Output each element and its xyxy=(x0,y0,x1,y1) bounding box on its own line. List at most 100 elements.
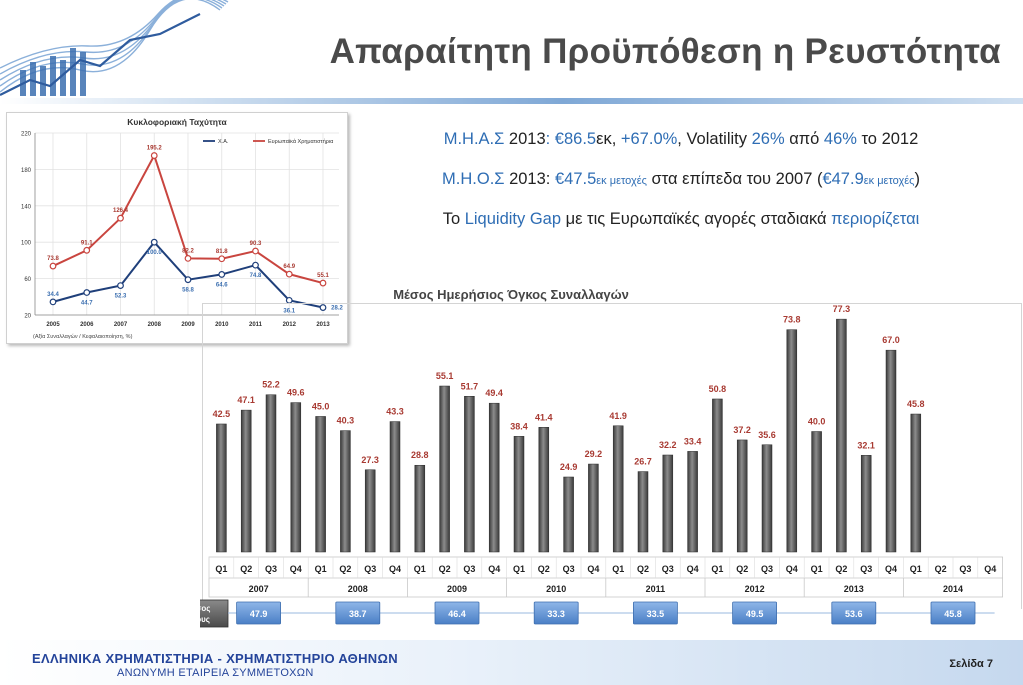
bar xyxy=(464,396,475,553)
year-label: 2011 xyxy=(646,584,666,594)
quarter-label: Q4 xyxy=(587,564,599,574)
data-label: 64.6 xyxy=(216,282,228,288)
data-point xyxy=(319,279,327,287)
yearly-avg-value: 49.5 xyxy=(746,609,764,619)
data-label: 52.3 xyxy=(115,294,127,300)
bar-value-label: 55.1 xyxy=(436,371,454,381)
x-tick-label: 2013 xyxy=(316,322,330,328)
bullet-text-segment: 26% xyxy=(751,130,785,148)
data-point xyxy=(319,304,327,311)
quarter-label: Q4 xyxy=(786,564,798,574)
bullet-text-segment: το 2012 xyxy=(856,130,919,148)
data-label: 81.8 xyxy=(216,249,228,255)
y-tick-label: 60 xyxy=(24,277,31,283)
bar xyxy=(662,454,674,553)
velocity-chart: Κυκλοφοριακή Ταχύτητα 20 60 100 140 180 220 200… xyxy=(21,117,344,340)
yearly-avg-value: 53.6 xyxy=(845,609,863,619)
bullet-text-segment: ) xyxy=(914,170,920,188)
data-label: 64.9 xyxy=(283,264,295,270)
bar xyxy=(860,455,872,553)
data-point xyxy=(117,214,124,222)
bullet-text-segment: Liquidity Gap xyxy=(464,210,562,228)
bar-value-label: 52.2 xyxy=(262,380,280,390)
bar-value-label: 49.6 xyxy=(287,388,305,398)
bullet-text-segment: Το xyxy=(442,210,465,228)
bullet-text-segment: 2013: xyxy=(504,170,555,188)
avg-row-label: Μέσος xyxy=(200,604,210,613)
bar xyxy=(340,430,351,553)
bar xyxy=(637,471,649,553)
bullet-text-segment: 2013 xyxy=(504,130,546,148)
year-label: 2007 xyxy=(249,584,269,594)
page-title: Απαραίτητη Προϋπόθεση η Ρευστότητα xyxy=(329,32,1001,71)
x-tick-label: 2005 xyxy=(46,322,60,328)
quarter-label: Q2 xyxy=(736,564,748,574)
year-label: 2008 xyxy=(348,584,368,594)
data-label: 36.1 xyxy=(283,308,295,314)
data-point xyxy=(218,255,226,263)
bullet-line-3: Το Liquidity Gap με τις Ευρωπαϊκές αγορέ… xyxy=(356,210,1006,229)
data-label: 73.8 xyxy=(47,256,59,262)
bar xyxy=(612,425,624,553)
volume-chart: Μέσος Ημερήσιος Όγκος Συναλλαγών 42.5 47.1… xyxy=(200,287,1003,628)
year-label: 2010 xyxy=(546,584,566,594)
bar-value-label: 37.2 xyxy=(733,425,751,435)
x-tick-label: 2012 xyxy=(283,322,297,328)
data-point xyxy=(117,282,124,290)
bar-value-label: 40.3 xyxy=(337,416,355,426)
data-label: 195.2 xyxy=(147,146,163,152)
bullet-text-segment: Μ.Η.Ο.Σ xyxy=(442,170,505,188)
velocity-chart-panel: Κυκλοφοριακή Ταχύτητα 20 60 100 140 180 220 200… xyxy=(6,112,348,344)
x-tick-label: 2009 xyxy=(181,322,195,328)
quarter-label: Q2 xyxy=(240,564,252,574)
data-label: 100.0 xyxy=(147,250,163,256)
y-tick-label: 20 xyxy=(24,314,31,320)
quarter-label: Q3 xyxy=(860,564,872,574)
bullet-text-segment: εκ μετοχές xyxy=(596,175,647,187)
yearly-avg-box xyxy=(236,601,281,625)
bar xyxy=(364,469,376,553)
quarter-label: Q3 xyxy=(265,564,277,574)
x-tick-label: 2011 xyxy=(249,322,263,328)
bar-value-label: 50.8 xyxy=(709,384,727,394)
data-label: 126.4 xyxy=(113,208,129,214)
bar xyxy=(736,439,748,553)
yearly-avg-value: 38.7 xyxy=(349,609,367,619)
y-tick-label: 100 xyxy=(21,241,32,247)
data-label: 55.1 xyxy=(317,273,329,279)
quarter-label: Q4 xyxy=(389,564,401,574)
bar xyxy=(488,402,500,553)
quarter-label: Q3 xyxy=(761,564,773,574)
quarter-label: Q2 xyxy=(439,564,451,574)
quarter-label: Q3 xyxy=(364,564,376,574)
bar xyxy=(811,431,822,553)
data-point xyxy=(150,152,158,159)
quarter-label: Q1 xyxy=(215,564,227,574)
data-label: 58.8 xyxy=(182,288,194,294)
yearly-avg-box xyxy=(831,601,877,625)
bar xyxy=(216,423,227,553)
bar-value-label: 73.8 xyxy=(783,315,801,325)
bar xyxy=(414,464,426,553)
data-point xyxy=(184,276,192,284)
bar xyxy=(588,463,599,553)
bar-value-label: 24.9 xyxy=(560,462,578,472)
quarter-label: Q4 xyxy=(885,564,897,574)
x-tick-label: 2010 xyxy=(215,322,229,328)
bar xyxy=(439,385,450,553)
bullet-text-segment: εκ xyxy=(596,130,612,148)
bullet-text-segment: €47.9 xyxy=(822,170,864,188)
yearly-avg-box xyxy=(632,601,678,625)
bar-value-label: 77.3 xyxy=(833,304,851,314)
quarter-label: Q1 xyxy=(612,564,624,574)
quarter-label: Q1 xyxy=(513,564,525,574)
bullet-text-segment: , xyxy=(611,130,621,148)
footer-organization: ΕΛΛΗΝΙΚΑ ΧΡΗΜΑΤΙΣΤΗΡΙΑ - ΧΡΗΜΑΤΙΣΤΗΡΙΟ Α… xyxy=(32,651,398,666)
bar-value-label: 45.0 xyxy=(312,401,330,411)
year-label: 2013 xyxy=(844,584,864,594)
bar-value-label: 41.4 xyxy=(535,412,553,422)
avg-row-label: Έτους xyxy=(200,615,210,624)
legend-label: Ευρωπαϊκά Χρηματιστήρια xyxy=(268,138,334,145)
bar-value-label: 32.2 xyxy=(659,440,677,450)
bar-value-label: 45.8 xyxy=(907,399,925,409)
